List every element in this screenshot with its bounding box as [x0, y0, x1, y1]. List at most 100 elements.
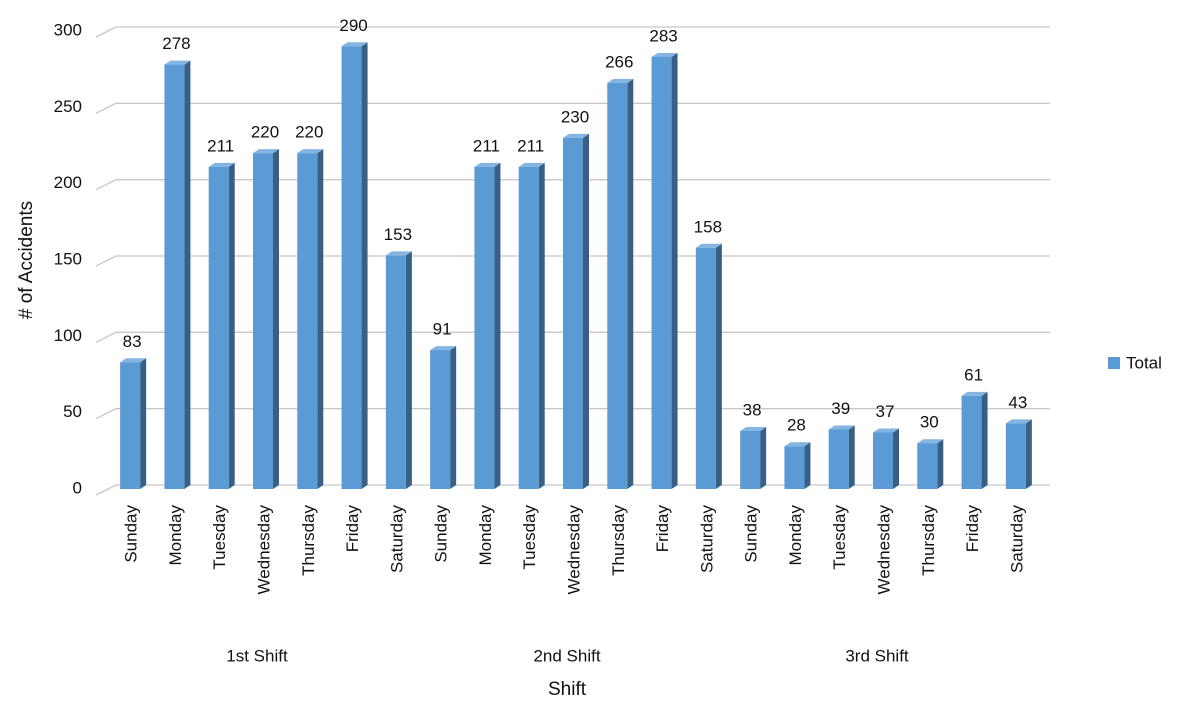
bar-top [917, 439, 944, 444]
x-axis-label: Shift [548, 679, 587, 700]
data-label: 30 [920, 413, 939, 432]
bar [341, 46, 362, 490]
data-label: 43 [1008, 393, 1027, 412]
bar [430, 350, 451, 489]
bar-top [385, 251, 412, 256]
grid-line [95, 102, 1050, 114]
y-axis-label: # of Accidents [16, 201, 37, 319]
data-label: 230 [561, 107, 589, 126]
bar [1005, 423, 1026, 489]
x-tick-label: Friday [653, 505, 672, 553]
bar-side [538, 162, 545, 489]
bar-side [671, 52, 678, 489]
data-label: 283 [649, 26, 677, 45]
data-label: 83 [123, 332, 142, 351]
grid-line [95, 255, 1050, 267]
grid-line [95, 179, 1050, 191]
bar-side [715, 243, 722, 489]
x-tick-label: Wednesday [874, 505, 893, 595]
data-label: 220 [295, 123, 323, 142]
bar-top [695, 243, 722, 248]
bar-top [430, 346, 457, 351]
bar-side [1025, 419, 1032, 489]
data-label: 220 [251, 123, 279, 142]
data-label: 38 [743, 400, 762, 419]
x-tick-label: Saturday [1007, 505, 1026, 574]
bar-top [120, 358, 147, 363]
bar-top [607, 78, 634, 83]
group-label: 3rd Shift [845, 646, 909, 665]
bar-side [140, 358, 147, 489]
bar-top [1005, 419, 1032, 424]
x-tick-label: Thursday [299, 505, 318, 576]
bar-top [164, 60, 191, 65]
x-tick-label: Sunday [742, 505, 761, 563]
x-tick-label: Sunday [432, 505, 451, 563]
bar-top [828, 425, 855, 430]
bar-side [361, 42, 368, 490]
data-label: 211 [207, 136, 234, 155]
bar-top [208, 162, 235, 167]
x-tick-label: Saturday [697, 505, 716, 574]
grid-line [95, 484, 1050, 496]
bar-top [297, 149, 324, 154]
bar-top [474, 162, 501, 167]
bar-side [317, 149, 324, 489]
data-label: 266 [605, 52, 633, 71]
bar-side [937, 439, 944, 489]
y-tick-label: 50 [63, 402, 82, 421]
bar-side [981, 391, 988, 489]
bar-side [405, 251, 412, 489]
bar-top [961, 391, 988, 396]
data-label: 91 [433, 320, 452, 339]
x-tick-label: Monday [786, 505, 805, 566]
bar-side [184, 60, 191, 489]
data-label: 211 [473, 136, 500, 155]
bar [563, 137, 583, 489]
bar [208, 166, 229, 489]
bar [297, 153, 318, 489]
y-tick-label: 200 [54, 173, 82, 192]
x-tick-label: Thursday [609, 505, 628, 576]
bar-side [804, 442, 811, 489]
bar-top [518, 162, 545, 167]
bar-top [651, 52, 678, 57]
x-tick-label: Tuesday [210, 505, 229, 570]
x-tick-label: Saturday [387, 505, 406, 574]
group-label: 2nd Shift [533, 646, 600, 665]
data-label: 61 [964, 365, 983, 384]
bar-top [563, 133, 589, 138]
bar-side [494, 162, 501, 489]
bar [917, 443, 938, 489]
data-label: 153 [384, 225, 412, 244]
bar-top [740, 426, 767, 431]
data-label: 211 [517, 136, 544, 155]
data-label: 28 [787, 416, 806, 435]
bar [385, 255, 406, 489]
x-tick-label: Sunday [122, 505, 141, 563]
data-label: 158 [694, 217, 722, 236]
bar-top [873, 428, 899, 433]
x-tick-label: Wednesday [254, 505, 273, 595]
bar [695, 247, 716, 489]
legend-label: Total [1126, 353, 1162, 372]
x-tick-label: Monday [476, 505, 495, 566]
bar [961, 395, 982, 489]
data-label: 37 [876, 402, 895, 421]
legend-swatch [1108, 357, 1120, 369]
x-tick-label: Monday [166, 505, 185, 566]
x-tick-label: Friday [343, 505, 362, 553]
bar [518, 166, 539, 489]
bar-side [848, 425, 855, 489]
bar-side [627, 78, 634, 489]
bar-top [253, 149, 279, 154]
bar [784, 446, 805, 489]
x-tick-label: Wednesday [564, 505, 583, 595]
bar [164, 64, 185, 489]
bar [873, 432, 893, 489]
bar-side [228, 162, 235, 489]
bar [120, 362, 141, 489]
x-tick-label: Thursday [919, 505, 938, 576]
grid-line [95, 331, 1050, 343]
